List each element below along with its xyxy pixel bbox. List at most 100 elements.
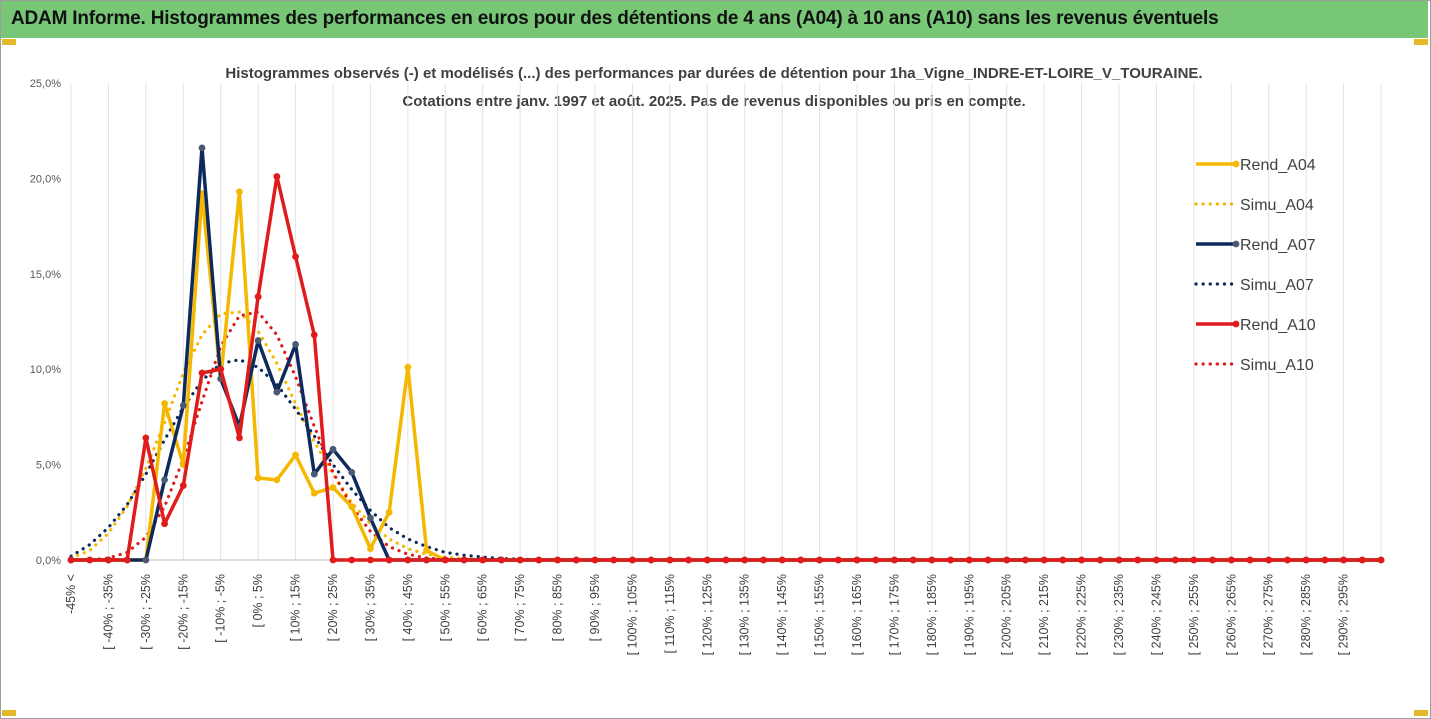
data-point — [1284, 556, 1291, 564]
data-point — [554, 556, 561, 564]
data-point — [1059, 556, 1067, 564]
data-point — [273, 476, 281, 484]
data-point — [236, 434, 243, 442]
data-point — [292, 451, 299, 459]
data-point — [816, 556, 823, 564]
data-series — [67, 144, 1385, 564]
data-point — [479, 556, 487, 564]
x-tick-label: [ 250% ; 255% — [1187, 574, 1201, 655]
data-point — [236, 188, 243, 196]
x-tick-label: [ 190% ; 195% — [962, 574, 976, 655]
x-tick-label: [ -20% ; -15% — [176, 574, 190, 650]
data-point — [1153, 556, 1160, 564]
x-tick-label: [ 290% ; 295% — [1337, 574, 1351, 655]
data-point — [1265, 556, 1273, 564]
chart-title: Histogrammes observés (-) et modélisés (… — [225, 65, 1202, 82]
data-point — [161, 476, 168, 484]
x-tick-label: [ 100% ; 105% — [625, 574, 639, 655]
x-axis: -45% < [ -40% ; -35% [ -30% ; -25% [ -20% ;… — [64, 574, 1351, 655]
data-point — [498, 556, 505, 564]
x-tick-label: [ 30% ; 35% — [363, 574, 377, 641]
data-point — [254, 337, 262, 344]
data-point — [179, 402, 187, 409]
y-tick-label: 15,0% — [30, 269, 61, 281]
data-point — [179, 482, 187, 489]
data-point — [367, 556, 374, 564]
x-tick-label: [ 20% ; 25% — [326, 574, 340, 641]
data-point — [310, 331, 318, 339]
data-point — [1115, 556, 1123, 564]
x-tick-label: [ 90% ; 95% — [588, 574, 602, 641]
data-point — [1227, 556, 1235, 564]
data-point — [1190, 556, 1198, 564]
data-point — [86, 556, 94, 564]
y-tick-label: 20,0% — [30, 173, 61, 185]
data-point — [1209, 556, 1216, 564]
data-point — [760, 556, 767, 564]
series-simu-a10 — [69, 310, 1383, 562]
data-point — [423, 556, 430, 564]
legend-item: Rend_A10 — [1196, 317, 1316, 334]
x-tick-label: [ 180% ; 185% — [925, 574, 939, 655]
x-tick-label: [ 60% ; 65% — [476, 574, 490, 641]
data-point — [1358, 556, 1366, 564]
x-tick-label: [ -10% ; -5% — [214, 574, 228, 643]
x-tick-label: [ 160% ; 165% — [850, 574, 864, 655]
data-point — [535, 556, 543, 564]
x-tick-label: [ 240% ; 245% — [1149, 574, 1163, 655]
chart-subtitle: Cotations entre janv. 1997 et août. 2025… — [402, 93, 1025, 110]
x-tick-label: [ 120% ; 125% — [700, 574, 714, 655]
data-point — [142, 434, 150, 442]
series-line — [69, 310, 1383, 562]
data-point — [1134, 556, 1142, 564]
data-point — [666, 556, 674, 564]
data-point — [797, 556, 805, 564]
data-point — [1302, 556, 1310, 564]
legend-label: Simu_A04 — [1240, 197, 1314, 214]
data-point — [1022, 556, 1029, 564]
legend-label: Rend_A04 — [1240, 157, 1316, 174]
data-point — [1096, 556, 1104, 564]
x-tick-label: [ 130% ; 135% — [738, 574, 752, 655]
data-point — [329, 445, 337, 453]
data-point — [254, 474, 262, 482]
series-line — [69, 310, 1383, 562]
data-point — [273, 388, 281, 396]
data-point — [1340, 556, 1347, 564]
legend-marker — [1232, 160, 1240, 168]
data-point — [1321, 556, 1329, 564]
legend-item: Rend_A04 — [1196, 157, 1316, 174]
data-point — [629, 556, 636, 564]
data-point — [67, 556, 75, 564]
report-title: ADAM Informe. Histogrammes des performan… — [11, 8, 1219, 29]
data-point — [1171, 556, 1179, 564]
data-point — [741, 556, 749, 564]
legend-marker — [1232, 240, 1240, 248]
data-point — [310, 470, 318, 478]
data-point — [367, 545, 374, 552]
data-point — [460, 556, 468, 564]
data-point — [872, 556, 880, 564]
data-point — [198, 369, 206, 377]
data-point — [198, 144, 206, 152]
data-point — [647, 556, 655, 564]
corner-marker-bottom-left — [2, 710, 16, 716]
legend-label: Rend_A10 — [1240, 317, 1316, 334]
x-tick-label: [ 80% ; 85% — [551, 574, 565, 641]
data-point — [909, 556, 917, 564]
data-point — [1246, 556, 1254, 564]
legend-label: Rend_A07 — [1240, 237, 1316, 254]
x-tick-label: -45% < — [64, 574, 78, 614]
legend-label: Simu_A10 — [1240, 357, 1314, 374]
x-tick-label: [ 270% ; 275% — [1262, 574, 1276, 655]
data-point — [778, 556, 786, 564]
legend: Rend_A04 Simu_A04 Rend_A07 Simu_A07 Rend_A10… — [1194, 157, 1316, 374]
x-tick-label: [ 150% ; 155% — [813, 574, 827, 655]
data-point — [217, 365, 225, 373]
report-banner: ADAM Informe. Histogrammes des performan… — [1, 1, 1428, 38]
x-tick-label: [ 280% ; 285% — [1299, 574, 1313, 655]
data-point — [572, 556, 580, 564]
x-tick-label: [ 110% ; 115% — [663, 574, 677, 653]
data-point — [105, 556, 112, 564]
